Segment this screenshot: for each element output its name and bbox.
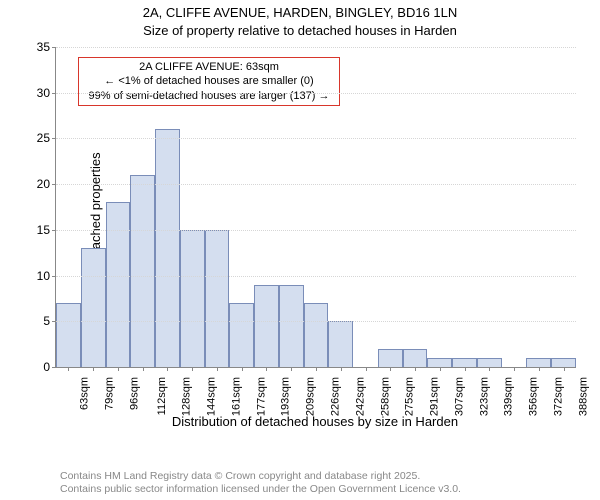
histogram-bar [254,285,279,367]
histogram-bar [279,285,304,367]
histogram-bar [205,230,230,367]
y-tick-label: 25 [37,131,56,145]
histogram-bar [328,321,353,367]
x-tick-label: 96sqm [128,377,140,410]
x-tick-label: 242sqm [354,377,366,416]
histogram-bar [56,303,81,367]
x-tick-label: 63sqm [79,377,91,410]
page-title-line2: Size of property relative to detached ho… [0,22,600,40]
y-tick-label: 5 [43,314,56,328]
x-tick-mark [242,367,243,371]
histogram-bar [427,358,452,367]
x-tick-mark [167,367,168,371]
histogram-bar [551,358,576,367]
x-tick-mark [440,367,441,371]
gridline [56,93,576,94]
x-tick-mark [217,367,218,371]
gridline [56,230,576,231]
x-tick-label: 209sqm [305,377,317,416]
histogram-bar [452,358,477,367]
x-tick-mark [266,367,267,371]
histogram-bar [106,202,131,367]
footer-attribution: Contains HM Land Registry data © Crown c… [60,470,461,496]
histogram-bar [378,349,403,367]
x-tick-label: 291sqm [429,377,441,416]
histogram-bar [229,303,254,367]
gridline [56,321,576,322]
y-tick-label: 30 [37,86,56,100]
gridline [56,138,576,139]
gridline [56,184,576,185]
x-tick-label: 79sqm [104,377,116,410]
x-tick-label: 388sqm [577,377,589,416]
y-tick-label: 35 [37,40,56,54]
histogram-bar [403,349,428,367]
x-tick-label: 144sqm [206,377,218,416]
histogram-bar [155,129,180,367]
x-tick-label: 258sqm [379,377,391,416]
x-tick-label: 161sqm [231,377,243,416]
histogram-bar [304,303,329,367]
x-tick-mark [514,367,515,371]
x-axis-label: Distribution of detached houses by size … [55,414,575,429]
x-tick-mark [465,367,466,371]
x-tick-mark [118,367,119,371]
x-tick-mark [564,367,565,371]
y-tick-label: 0 [43,360,56,374]
x-tick-mark [291,367,292,371]
y-tick-label: 15 [37,223,56,237]
histogram-bar [81,248,106,367]
histogram-bar [180,230,205,367]
x-tick-mark [341,367,342,371]
x-tick-label: 339sqm [503,377,515,416]
x-tick-label: 177sqm [255,377,267,416]
x-tick-label: 372sqm [552,377,564,416]
footer-line1: Contains HM Land Registry data © Crown c… [60,470,461,483]
chart-container: Number of detached properties 2A CLIFFE … [0,42,600,442]
y-tick-label: 10 [37,269,56,283]
plot-area: 2A CLIFFE AVENUE: 63sqm ← <1% of detache… [55,47,576,368]
x-tick-label: 193sqm [280,377,292,416]
x-tick-mark [316,367,317,371]
x-tick-mark [366,367,367,371]
x-tick-label: 128sqm [181,377,193,416]
x-tick-label: 112sqm [156,377,168,415]
x-tick-mark [415,367,416,371]
x-tick-mark [93,367,94,371]
x-tick-mark [68,367,69,371]
page-title-line1: 2A, CLIFFE AVENUE, HARDEN, BINGLEY, BD16… [0,4,600,22]
histogram-bar [130,175,155,367]
histogram-bar [477,358,502,367]
x-tick-mark [390,367,391,371]
x-tick-mark [489,367,490,371]
histogram-bar [526,358,551,367]
x-tick-label: 356sqm [528,377,540,416]
x-tick-mark [192,367,193,371]
footer-line2: Contains public sector information licen… [60,483,461,496]
x-tick-mark [143,367,144,371]
gridline [56,47,576,48]
x-tick-label: 323sqm [478,377,490,416]
x-tick-mark [539,367,540,371]
bars-layer [56,47,576,367]
x-tick-label: 226sqm [330,377,342,416]
x-tick-label: 307sqm [453,377,465,416]
x-tick-label: 275sqm [404,377,416,416]
y-tick-label: 20 [37,177,56,191]
gridline [56,276,576,277]
